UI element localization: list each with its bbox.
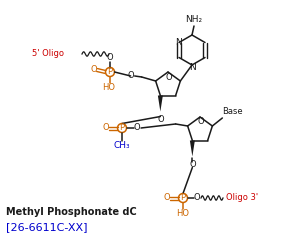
Text: O: O	[189, 160, 196, 169]
Text: O: O	[127, 71, 134, 81]
Text: O: O	[164, 193, 170, 203]
Text: P: P	[120, 123, 125, 132]
Text: N: N	[175, 38, 181, 47]
Text: O: O	[166, 72, 172, 81]
Text: P: P	[180, 193, 185, 203]
Text: CH₃: CH₃	[114, 142, 130, 151]
Text: O: O	[157, 115, 164, 124]
Text: 5' Oligo: 5' Oligo	[32, 50, 64, 59]
Text: O: O	[107, 53, 113, 62]
Text: O: O	[91, 65, 97, 74]
Text: P: P	[107, 68, 112, 77]
Text: NH₂: NH₂	[185, 16, 202, 24]
Polygon shape	[190, 141, 195, 156]
Text: HO: HO	[176, 210, 189, 218]
Text: HO: HO	[103, 83, 116, 92]
Text: Methyl Phosphonate dC: Methyl Phosphonate dC	[6, 207, 137, 217]
Text: O: O	[198, 118, 204, 126]
Text: [26-6611C-XX]: [26-6611C-XX]	[6, 222, 87, 232]
Text: Oligo 3': Oligo 3'	[226, 193, 258, 203]
Text: O: O	[103, 123, 109, 132]
Polygon shape	[158, 95, 163, 112]
Text: N: N	[190, 62, 196, 71]
Text: O: O	[194, 193, 200, 203]
Text: Base: Base	[222, 108, 243, 116]
Text: O: O	[134, 123, 140, 132]
